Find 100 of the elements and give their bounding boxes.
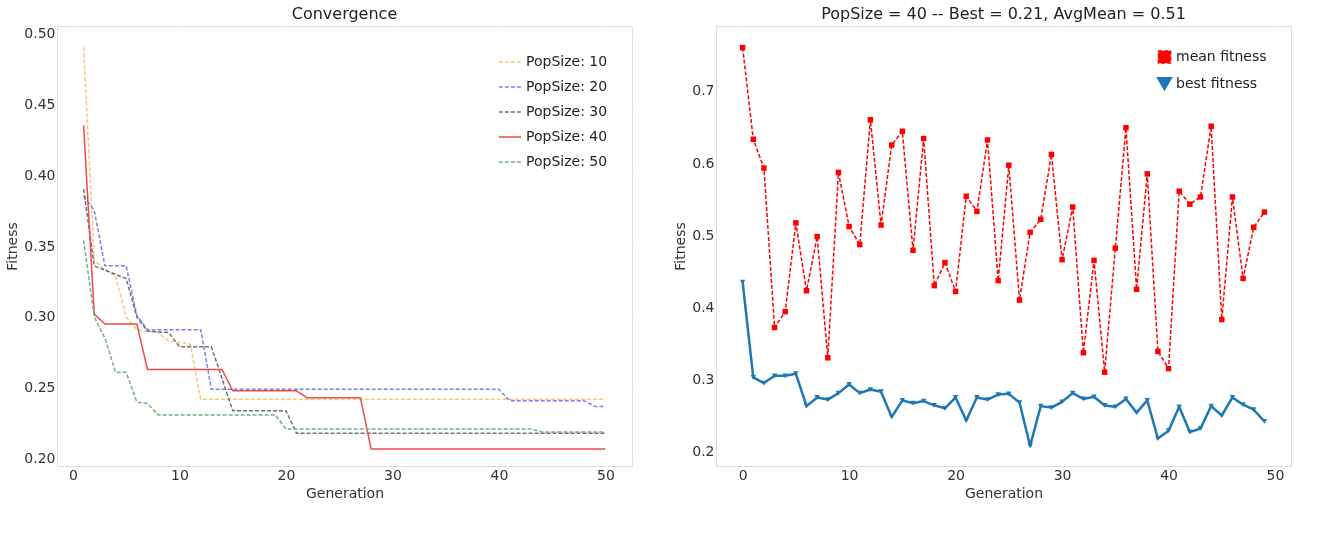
point [1144, 171, 1150, 177]
y-tick-label: 0.4 [692, 298, 715, 315]
y-tick-label: 0.3 [692, 370, 715, 387]
y-tick-label: 0.30 [24, 308, 56, 325]
point [814, 233, 820, 240]
point [995, 277, 1001, 284]
point [1059, 256, 1065, 263]
point [1208, 123, 1214, 129]
point [974, 208, 980, 215]
point [1197, 426, 1204, 431]
point [1027, 443, 1033, 449]
point [910, 400, 916, 406]
point [814, 395, 820, 400]
x-tick-label: 40 [490, 466, 509, 483]
point [1027, 229, 1033, 236]
point [846, 223, 852, 230]
point [920, 398, 927, 404]
legend-label: PopSize: 50 [526, 153, 608, 169]
point [739, 279, 746, 285]
point [1016, 297, 1023, 303]
x-tick-label: 0 [738, 466, 748, 483]
legend-label: PopSize: 10 [526, 53, 608, 69]
x-tick-label: 20 [277, 466, 296, 483]
x-tick-label: 10 [840, 466, 859, 483]
point [793, 220, 799, 226]
line-series [82, 124, 607, 450]
point [984, 397, 991, 403]
point [1197, 194, 1204, 200]
y-tick-label: 0.7 [692, 82, 715, 99]
point [931, 403, 938, 408]
x-tick-label: 0 [69, 466, 78, 483]
x-tick-label: 20 [947, 466, 965, 483]
point [771, 373, 778, 379]
point [888, 142, 895, 148]
point [761, 165, 767, 171]
y-tick-label: 0.6 [692, 154, 715, 171]
y-tick-label: 0.35 [24, 237, 56, 254]
y-tick-label: 0.50 [24, 24, 56, 41]
point [942, 259, 948, 266]
x-axis-title: Generation [305, 484, 385, 501]
point [1091, 257, 1097, 264]
point [1229, 194, 1236, 200]
point [782, 308, 788, 315]
point [1261, 418, 1268, 424]
legend-label: PopSize: 20 [526, 78, 608, 94]
x-tick-label: 30 [1053, 466, 1072, 483]
point [1059, 399, 1065, 405]
legend-label: PopSize: 30 [526, 103, 608, 119]
point [782, 373, 788, 379]
y-tick-label: 0.20 [24, 450, 56, 467]
x-tick-label: 30 [384, 466, 402, 483]
point [899, 397, 906, 403]
point [1101, 369, 1108, 375]
point [1187, 201, 1193, 207]
point [878, 222, 884, 228]
point [1123, 124, 1129, 131]
y-axis-title: Fitness [4, 222, 21, 271]
point [1048, 405, 1055, 410]
point [1240, 275, 1246, 282]
x-tick-label: 50 [596, 466, 615, 483]
point [1038, 216, 1044, 223]
chart-title: PopSize = 40 -- Best = 0.21, AvgMean = 0.51 [821, 4, 1186, 23]
legend-label: best fitness [1176, 74, 1258, 91]
y-tick-label: 0.25 [24, 379, 56, 396]
point [995, 392, 1001, 397]
point [1069, 204, 1076, 210]
point [846, 382, 852, 387]
point [1250, 407, 1257, 413]
point [1229, 395, 1236, 400]
x-tick-label: 50 [1266, 466, 1285, 483]
chart-title: Convergence [291, 4, 398, 23]
point [1016, 400, 1023, 405]
point [1219, 316, 1225, 323]
point [1006, 162, 1012, 168]
x-axis-title: Generation [964, 484, 1044, 501]
y-tick-label: 0.2 [692, 443, 715, 460]
point [1219, 413, 1225, 418]
legend-label: PopSize: 40 [526, 128, 608, 144]
x-tick-label: 40 [1160, 466, 1178, 483]
point [750, 374, 757, 380]
y-tick-label: 0.5 [692, 226, 715, 243]
point [825, 397, 831, 403]
point [942, 405, 948, 411]
point [825, 355, 831, 361]
point [793, 371, 799, 377]
point [1112, 245, 1119, 251]
y-tick-label: 0.45 [24, 95, 56, 112]
point [963, 418, 969, 423]
point [1133, 410, 1140, 415]
point [867, 387, 874, 392]
point [910, 247, 916, 254]
x-tick-label: 10 [171, 466, 189, 483]
point [867, 117, 874, 123]
y-axis-title: Fitness [672, 222, 689, 271]
point [1006, 391, 1012, 397]
point [974, 395, 980, 400]
point [984, 137, 991, 143]
y-tick-label: 0.40 [24, 166, 56, 183]
point [1261, 209, 1268, 215]
point [1155, 348, 1161, 355]
